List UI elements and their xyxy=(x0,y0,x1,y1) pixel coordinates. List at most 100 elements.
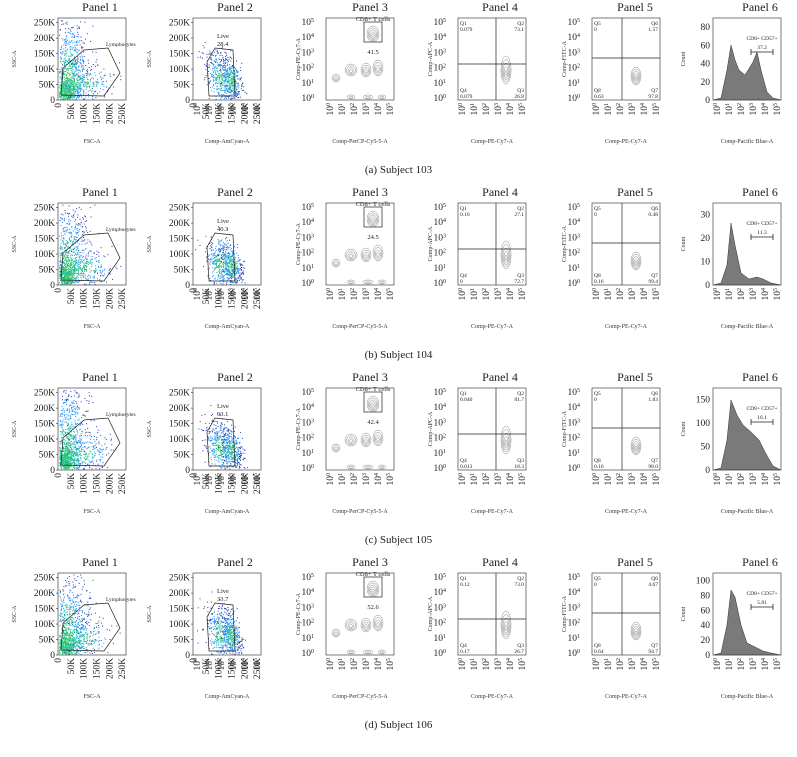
live-gate xyxy=(206,417,236,467)
x-log-tick-label: 103 xyxy=(494,658,504,671)
quadrant-percent: 72.7 xyxy=(514,279,524,285)
y-tick-label: 50K xyxy=(39,636,56,646)
y-log-tick-label: 100 xyxy=(568,464,581,474)
contour-population xyxy=(360,62,372,78)
panel1-frame xyxy=(57,572,127,656)
quadrant-percent: 0 xyxy=(594,27,597,33)
y-tick-label: 150K xyxy=(169,605,190,615)
x-tick-label: 250K xyxy=(253,658,263,679)
y-tick-label: 0 xyxy=(705,466,710,476)
x-log-tick-label: 103 xyxy=(362,103,372,116)
x-log-tick-label: 105 xyxy=(518,658,528,671)
y-log-tick-label: 104 xyxy=(302,588,315,598)
quadrant-percent: 97.8 xyxy=(648,94,658,100)
x-tick-label: 100K xyxy=(80,658,90,679)
x-log-tick-label: 104 xyxy=(640,288,650,301)
quadrant-name: Q8 xyxy=(594,643,601,649)
panel3-frame xyxy=(325,202,395,286)
cd8-cells-contour xyxy=(630,621,642,641)
quadrant-name: Q2 xyxy=(517,391,524,397)
x-tick-label: 200K xyxy=(240,288,250,309)
x-log-tick-label: 102 xyxy=(737,288,747,301)
panel-title: Panel 6 xyxy=(742,370,778,384)
y-tick-label: 150K xyxy=(34,420,55,430)
y-tick-label: 50K xyxy=(174,81,191,91)
y-log-tick-label: 101 xyxy=(568,264,581,274)
contour-population xyxy=(346,464,356,470)
y-log-tick-label: 104 xyxy=(434,588,447,598)
y-tick-label: 40 xyxy=(701,60,711,70)
x-tick-label: 100K xyxy=(80,473,90,494)
y-axis-label: Count xyxy=(681,51,687,66)
y-log-tick-label: 105 xyxy=(568,203,581,213)
x-axis-label: Comp-Pacific Blue-A xyxy=(721,323,774,330)
y-axis-label: SSC-A xyxy=(147,235,153,253)
quadrant-name: Q6 xyxy=(651,206,658,212)
quadrant-name: Q8 xyxy=(594,458,601,464)
quadrant-name: Q6 xyxy=(651,21,658,27)
panel-title: Panel 4 xyxy=(482,555,518,569)
quadrant-name: Q5 xyxy=(594,206,601,212)
y-log-tick-label: 102 xyxy=(302,434,315,444)
x-tick-label: 50K xyxy=(67,288,77,305)
x-tick-label: 50K xyxy=(202,288,212,305)
quadrant-percent: 1.83 xyxy=(648,397,658,403)
quadrant-percent: 0 xyxy=(594,397,597,403)
x-tick-label: 50K xyxy=(67,103,77,120)
y-log-tick-label: 103 xyxy=(302,603,315,613)
x-tick-label: 100K xyxy=(80,103,90,124)
y-log-tick-label: 103 xyxy=(434,48,447,58)
x-tick-label: 250K xyxy=(253,473,263,494)
cd8-cells-contour xyxy=(500,240,512,270)
x-log-tick-label: 103 xyxy=(494,288,504,301)
live-gate xyxy=(206,602,236,652)
x-log-tick-label: 101 xyxy=(725,288,735,301)
lymphocyte-gate xyxy=(60,417,121,467)
panel5-frame xyxy=(591,17,661,101)
lymphocyte-gate xyxy=(60,602,121,652)
x-tick-label: 250K xyxy=(118,288,128,309)
subject-row: Panel 1 Panel 2 Panel 3 Panel 4 Panel 5 Panel… xyxy=(0,370,797,555)
x-log-tick-label: 105 xyxy=(253,658,263,671)
quadrant-name: Q4 xyxy=(460,88,467,94)
quadrant-name: Q8 xyxy=(594,273,601,279)
panel-title: Panel 4 xyxy=(482,185,518,199)
y-axis-label: SSC-A xyxy=(147,605,153,623)
y-log-tick-label: 101 xyxy=(302,264,315,274)
panel2-frame xyxy=(192,17,262,101)
y-tick-label: 100K xyxy=(169,620,190,630)
x-axis-label: Comp-PE-Cy7-A xyxy=(471,324,514,330)
x-log-tick-label: 103 xyxy=(628,288,638,301)
y-log-tick-label: 102 xyxy=(302,619,315,629)
y-tick-label: 50K xyxy=(174,636,191,646)
y-log-tick-label: 101 xyxy=(568,79,581,89)
x-log-tick-label: 105 xyxy=(253,288,263,301)
contour-population xyxy=(331,628,341,638)
x-log-tick-label: 105 xyxy=(652,473,662,486)
x-log-tick-label: 101 xyxy=(470,288,480,301)
event-dots xyxy=(214,228,246,284)
cd8-gate xyxy=(363,206,383,228)
y-log-tick-label: 103 xyxy=(302,48,315,58)
x-tick-label: 250K xyxy=(253,103,263,124)
x-tick-label: 50K xyxy=(67,658,77,675)
panel-title: Panel 4 xyxy=(482,0,518,14)
x-tick-label: 50K xyxy=(202,658,212,675)
x-log-tick-label: 100 xyxy=(592,658,602,671)
panel6-frame xyxy=(712,202,782,286)
x-log-tick-label: 103 xyxy=(749,288,759,301)
quadrant-percent: 0.079 xyxy=(460,94,473,100)
y-log-tick-label: 104 xyxy=(568,218,581,228)
y-log-tick-label: 104 xyxy=(302,218,315,228)
y-log-tick-label: 100 xyxy=(434,94,447,104)
y-tick-label: 60 xyxy=(701,41,711,51)
contour-population xyxy=(344,433,358,447)
y-log-tick-label: 100 xyxy=(568,94,581,104)
quadrant-name: Q1 xyxy=(460,576,467,582)
y-tick-label: 0 xyxy=(185,281,190,291)
x-tick-label: 200K xyxy=(240,103,250,124)
panel2-frame xyxy=(192,387,262,471)
contour-population xyxy=(360,432,372,448)
y-log-tick-label: 101 xyxy=(568,449,581,459)
x-log-tick-label: 100 xyxy=(458,473,468,486)
